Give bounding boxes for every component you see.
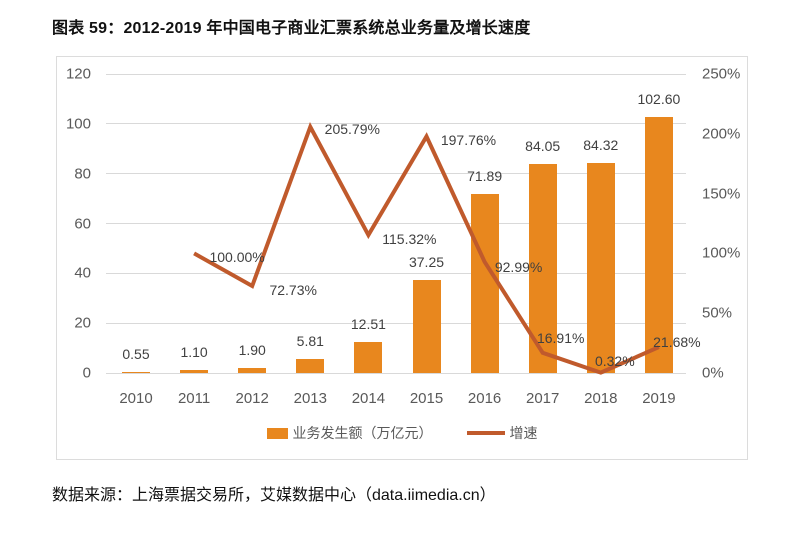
line-value-label: 100.00% [209,249,265,266]
line-value-label: 21.68% [653,334,701,351]
bar-series-swatch-icon [266,427,288,439]
line-value-label: 16.91% [536,329,585,346]
bar [412,280,441,373]
legend-item-bar: 业务发生额（万亿元） [266,423,433,443]
bar [354,341,383,373]
gridline [106,272,686,274]
x-axis-label: 2010 [119,390,153,407]
bar-value-label: 102.60 [637,91,681,108]
bar [586,162,615,373]
bar-value-label: 71.89 [467,167,503,184]
x-axis-label: 2019 [642,390,676,407]
x-axis-label: 2016 [467,390,502,407]
y-axis-right-tick: 0% [702,364,724,382]
line-value-label: 0.32% [594,352,635,369]
bar-value-label: 84.05 [525,137,561,154]
bar-value-label: 1.90 [238,342,266,359]
y-axis-right-tick: 100% [702,244,741,262]
legend-bar-label: 业务发生额（万亿元） [292,425,433,441]
gridline [106,173,686,175]
chart: 0 20 40 60 80 100 120 0% 50% 100% 150% 200% 250% 2010… [56,56,748,460]
y-axis-right-tick: 150% [702,185,741,203]
x-axis-label: 2017 [526,390,560,407]
x-axis-label: 2015 [409,390,444,407]
gridline [106,73,686,75]
legend-item-line: 增速 [466,423,538,443]
bar [296,358,325,373]
gridline [106,372,686,374]
line-value-label: 115.32% [382,231,437,248]
gridline [106,123,686,125]
y-axis-left-tick: 20 [74,314,91,332]
bar-value-label: 37.25 [408,254,445,271]
y-axis-right-tick: 250% [702,65,741,83]
bar [470,193,499,373]
line-series-swatch-icon [466,431,505,435]
line-value-label: 197.76% [440,132,497,149]
gridline [106,322,686,324]
bar [180,370,209,373]
y-axis-left-tick: 40 [74,264,91,282]
legend-line-label: 增速 [509,425,538,441]
line-value-label: 92.99% [494,258,543,275]
y-axis-left-tick: 100 [65,115,91,133]
growth-line [193,121,660,375]
line-value-label: 72.73% [269,282,317,298]
page-title: 图表 59：2012-2019 年中国电子商业汇票系统总业务量及增长速度 [52,20,531,37]
x-axis-label: 2013 [293,390,327,407]
y-axis-right-tick: 50% [702,304,733,322]
x-axis-label: 2012 [235,390,269,407]
x-axis-label: 2014 [351,390,386,407]
bar-value-label: 84.32 [583,136,619,153]
y-axis-left-tick: 60 [74,215,91,232]
y-axis-left-tick: 0 [82,364,91,382]
y-axis-right-tick: 200% [702,125,741,143]
y-axis-left-tick: 80 [74,165,91,183]
y-axis-left-tick: 120 [65,65,91,83]
line-value-label: 205.79% [324,120,380,137]
gridline [106,223,686,224]
x-axis-label: 2011 [177,390,211,407]
bar [122,371,150,373]
bar-value-label: 5.81 [296,332,324,349]
legend: 业务发生额（万亿元） 增速 [57,423,747,443]
bar-value-label: 12.51 [350,315,386,332]
bar-value-label: 0.55 [122,345,150,362]
bar [238,368,267,373]
bar-value-label: 1.10 [180,344,208,361]
x-axis-label: 2018 [584,390,618,407]
bar [644,117,673,373]
data-source: 数据来源：上海票据交易所，艾媒数据中心（data.iimedia.cn） [52,487,496,504]
